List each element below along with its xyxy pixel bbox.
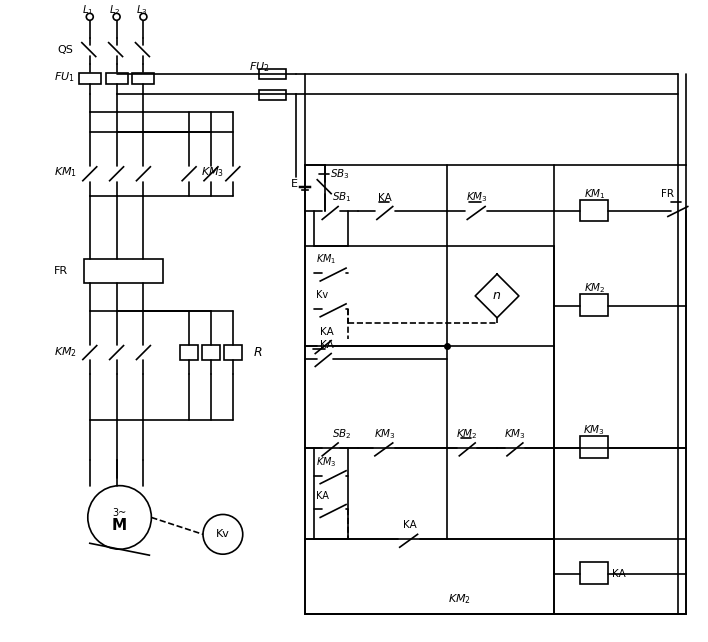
Text: $KM_2$: $KM_2$ bbox=[583, 281, 605, 295]
Text: $KM_1$: $KM_1$ bbox=[54, 165, 77, 178]
Text: KA: KA bbox=[403, 521, 416, 530]
Text: $SB_1$: $SB_1$ bbox=[332, 191, 352, 205]
Text: $KM_3$: $KM_3$ bbox=[316, 455, 337, 469]
Text: $SB_2$: $SB_2$ bbox=[332, 427, 352, 441]
Text: KA: KA bbox=[612, 569, 626, 579]
Text: $KM_2$: $KM_2$ bbox=[54, 345, 77, 360]
Text: $SB_3$: $SB_3$ bbox=[330, 167, 350, 180]
Bar bbox=[105, 73, 127, 84]
Text: $R$: $R$ bbox=[253, 346, 262, 359]
Bar bbox=[224, 345, 241, 361]
Text: KA: KA bbox=[316, 490, 329, 501]
Text: M: M bbox=[112, 518, 127, 533]
Bar bbox=[581, 294, 608, 316]
Bar bbox=[84, 259, 164, 283]
Text: $KM_3$: $KM_3$ bbox=[583, 423, 605, 437]
Text: KA: KA bbox=[320, 340, 334, 350]
Text: E: E bbox=[292, 178, 298, 189]
Text: $KM_2$: $KM_2$ bbox=[457, 427, 478, 441]
Text: Kv: Kv bbox=[216, 529, 230, 539]
Text: $KM_1$: $KM_1$ bbox=[583, 187, 605, 200]
Text: $FU_1$: $FU_1$ bbox=[54, 71, 75, 84]
Bar bbox=[581, 562, 608, 584]
Text: $KM_1$: $KM_1$ bbox=[316, 252, 337, 266]
Text: QS: QS bbox=[57, 44, 73, 55]
Bar bbox=[132, 73, 154, 84]
Bar bbox=[258, 69, 287, 80]
Circle shape bbox=[86, 13, 93, 21]
Text: $n$: $n$ bbox=[493, 290, 501, 302]
Text: $L_2$: $L_2$ bbox=[109, 3, 120, 17]
Bar bbox=[581, 436, 608, 458]
Circle shape bbox=[113, 13, 120, 21]
Text: $KM_3$: $KM_3$ bbox=[504, 427, 526, 441]
Text: $KM_3$: $KM_3$ bbox=[374, 427, 396, 441]
Circle shape bbox=[88, 485, 152, 549]
Text: Kv: Kv bbox=[316, 290, 329, 300]
Text: $KM_3$: $KM_3$ bbox=[201, 165, 224, 178]
Text: $FU_2$: $FU_2$ bbox=[249, 60, 269, 74]
Text: $KM_3$: $KM_3$ bbox=[467, 191, 488, 205]
Text: KA: KA bbox=[320, 327, 334, 336]
Text: $L_3$: $L_3$ bbox=[135, 3, 147, 17]
Text: 3~: 3~ bbox=[113, 508, 127, 519]
Bar bbox=[180, 345, 198, 361]
Bar bbox=[79, 73, 101, 84]
Text: FR: FR bbox=[54, 266, 68, 276]
Text: FR: FR bbox=[661, 189, 674, 198]
Bar bbox=[258, 91, 287, 100]
Text: $KM_2$: $KM_2$ bbox=[447, 592, 471, 606]
Circle shape bbox=[203, 514, 243, 554]
Bar bbox=[202, 345, 220, 361]
Text: $L_1$: $L_1$ bbox=[82, 3, 93, 17]
Circle shape bbox=[140, 13, 147, 21]
Text: KA: KA bbox=[378, 193, 392, 203]
Bar bbox=[581, 200, 608, 221]
